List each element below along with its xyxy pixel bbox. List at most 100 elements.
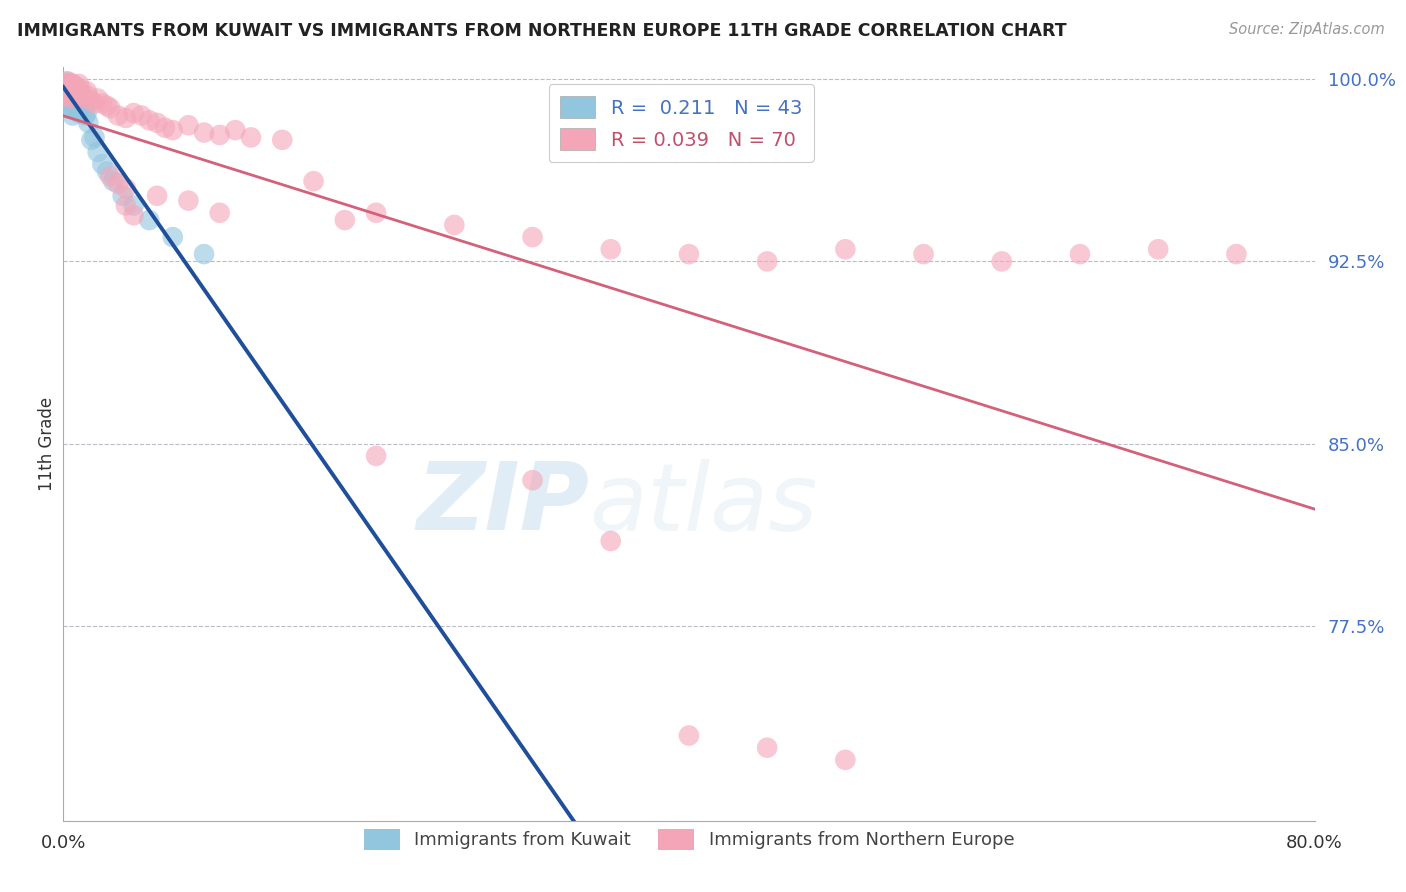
Point	[96, 164, 118, 178]
Point	[83, 130, 105, 145]
Point	[208, 206, 231, 220]
Point	[55, 82, 77, 96]
Point	[224, 123, 246, 137]
Point	[98, 169, 121, 184]
Point	[63, 82, 86, 96]
Point	[991, 254, 1014, 268]
Point	[834, 242, 856, 256]
Text: atlas: atlas	[589, 458, 817, 549]
Point	[65, 79, 87, 94]
Point	[912, 247, 935, 261]
Point	[80, 94, 103, 108]
Point	[86, 91, 108, 105]
Point	[366, 449, 388, 463]
Point	[122, 106, 145, 120]
Point	[70, 87, 93, 101]
Point	[56, 84, 79, 98]
Point	[58, 77, 80, 91]
Point	[63, 96, 86, 111]
Point	[80, 133, 103, 147]
Point	[83, 96, 105, 111]
Point	[177, 194, 200, 208]
Point	[53, 87, 76, 101]
Text: ZIP: ZIP	[416, 458, 589, 550]
Point	[60, 79, 83, 94]
Point	[96, 99, 118, 113]
Point	[756, 740, 779, 755]
Point	[56, 84, 79, 98]
Point	[146, 116, 169, 130]
Point	[599, 534, 621, 549]
Point	[107, 177, 129, 191]
Point	[65, 101, 87, 115]
Point	[162, 230, 184, 244]
Point	[58, 96, 80, 111]
Point	[63, 82, 86, 96]
Point	[67, 77, 90, 91]
Legend: Immigrants from Kuwait, Immigrants from Northern Europe: Immigrants from Kuwait, Immigrants from …	[357, 822, 1021, 857]
Point	[1069, 247, 1091, 261]
Point	[60, 79, 83, 94]
Point	[62, 87, 84, 101]
Point	[60, 99, 83, 113]
Point	[66, 103, 89, 118]
Text: IMMIGRANTS FROM KUWAIT VS IMMIGRANTS FROM NORTHERN EUROPE 11TH GRADE CORRELATION: IMMIGRANTS FROM KUWAIT VS IMMIGRANTS FRO…	[17, 22, 1067, 40]
Point	[86, 145, 108, 159]
Point	[366, 206, 388, 220]
Point	[67, 89, 90, 103]
Point	[77, 116, 100, 130]
Point	[443, 218, 465, 232]
Point	[58, 77, 80, 91]
Text: Source: ZipAtlas.com: Source: ZipAtlas.com	[1229, 22, 1385, 37]
Point	[66, 87, 89, 101]
Point	[67, 89, 90, 103]
Point	[53, 77, 76, 91]
Point	[153, 120, 176, 135]
Y-axis label: 11th Grade: 11th Grade	[38, 397, 56, 491]
Point	[115, 111, 138, 125]
Point	[239, 130, 263, 145]
Point	[599, 242, 621, 256]
Point	[122, 208, 145, 222]
Point	[67, 106, 90, 120]
Point	[62, 77, 84, 91]
Point	[72, 101, 94, 115]
Point	[56, 101, 79, 115]
Point	[103, 174, 125, 188]
Point	[91, 96, 114, 111]
Point	[66, 84, 89, 98]
Point	[271, 133, 294, 147]
Point	[60, 91, 83, 105]
Point	[56, 77, 79, 91]
Point	[58, 87, 80, 101]
Point	[62, 87, 84, 101]
Point	[333, 213, 356, 227]
Point	[522, 473, 544, 487]
Point	[76, 84, 98, 98]
Point	[62, 77, 84, 91]
Point	[1147, 242, 1170, 256]
Point	[162, 123, 184, 137]
Point	[146, 188, 169, 202]
Point	[122, 198, 145, 212]
Point	[678, 247, 700, 261]
Point	[69, 96, 91, 111]
Point	[115, 181, 138, 195]
Point	[77, 89, 100, 103]
Point	[138, 113, 160, 128]
Point	[62, 109, 84, 123]
Point	[756, 254, 779, 268]
Point	[55, 74, 77, 88]
Point	[60, 89, 83, 103]
Point	[193, 247, 215, 261]
Point	[70, 91, 93, 105]
Point	[115, 198, 138, 212]
Point	[69, 82, 91, 96]
Point	[302, 174, 325, 188]
Point	[76, 106, 98, 120]
Point	[678, 729, 700, 743]
Point	[111, 188, 134, 202]
Point	[72, 91, 94, 105]
Point	[75, 109, 97, 123]
Point	[522, 230, 544, 244]
